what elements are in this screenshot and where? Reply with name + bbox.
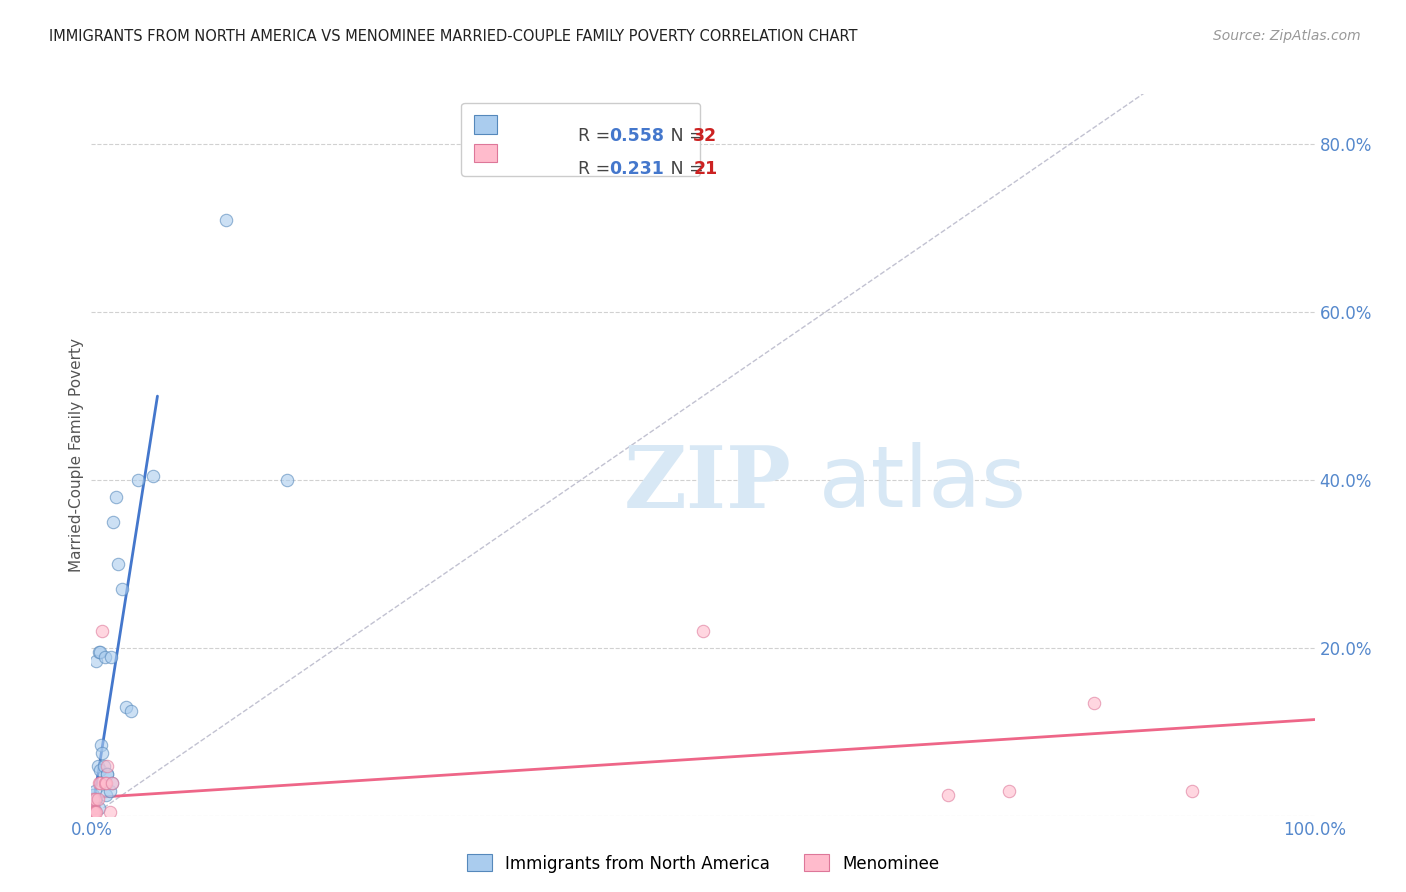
Point [1181,784,1204,798]
Point [89,763,111,777]
Point [96,758,118,772]
Point [91,624,114,639]
Y-axis label: Married-Couple Family Poverty: Married-Couple Family Poverty [69,338,84,572]
Point [84,805,107,819]
Point [111,582,134,597]
Point [91,746,114,760]
Point [84,805,107,819]
Point [98,784,121,798]
Text: Source: ZipAtlas.com: Source: ZipAtlas.com [1213,29,1361,43]
Point [101,775,124,789]
Point [86,758,108,772]
Point [94,788,117,802]
Point [89,645,111,659]
Point [87,775,110,789]
Point [84,792,107,806]
Point [84,792,107,806]
Point [84,792,107,806]
Point [120,704,142,718]
Text: R =: R = [578,127,616,145]
Point [83,801,105,815]
Point [107,557,129,571]
Point [104,490,127,504]
Text: N =: N = [654,161,709,178]
Point [90,738,112,752]
Point [87,801,110,815]
Point [127,473,149,487]
Point [101,775,124,789]
Point [83,805,105,819]
Legend: R =  0.558   N = 32, R =  0.231   N = 21: R = 0.558 N = 32, R = 0.231 N = 21 [461,103,700,176]
Point [82,792,104,806]
Point [93,758,115,772]
Text: IMMIGRANTS FROM NORTH AMERICA VS MENOMINEE MARRIED-COUPLE FAMILY POVERTY CORRELA: IMMIGRANTS FROM NORTH AMERICA VS MENOMIN… [49,29,858,44]
Point [1083,696,1105,710]
Point [936,788,959,802]
Point [82,797,104,811]
Point [276,473,298,487]
Point [94,775,117,789]
Text: R =: R = [578,161,616,178]
Text: ZIP: ZIP [623,442,792,525]
Point [84,784,107,798]
Text: 0.558: 0.558 [609,127,664,145]
Point [82,805,104,819]
Point [100,649,122,664]
Point [87,645,110,659]
Text: atlas: atlas [820,442,1028,525]
Point [96,767,118,781]
Text: 32: 32 [693,127,717,145]
Text: 0.231: 0.231 [609,161,664,178]
Point [215,212,238,227]
Legend: Immigrants from North America, Menominee: Immigrants from North America, Menominee [460,847,946,880]
Text: 21: 21 [693,161,717,178]
Point [692,624,714,639]
Point [82,801,104,815]
Point [141,469,163,483]
Point [82,788,104,802]
Point [84,654,107,668]
Point [98,805,121,819]
Point [89,775,111,789]
Point [94,649,117,664]
Point [96,767,118,781]
Point [103,515,125,529]
Point [86,792,108,806]
Text: N =: N = [654,127,709,145]
Point [998,784,1021,798]
Point [94,775,117,789]
Point [114,700,136,714]
